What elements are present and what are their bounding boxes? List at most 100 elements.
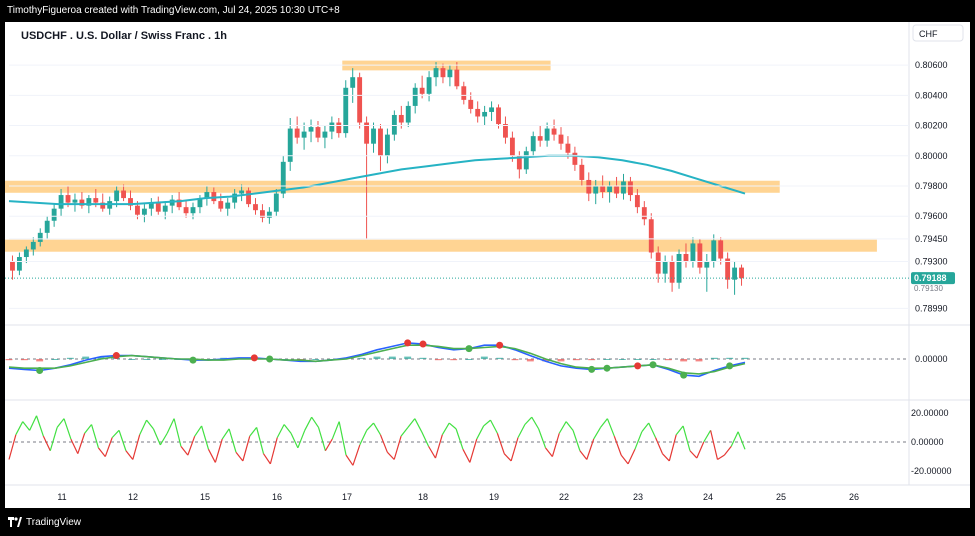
oscillator-segment (696, 441, 705, 459)
time-tick-label: 15 (200, 492, 210, 502)
tradingview-logo-icon[interactable] (8, 517, 22, 527)
oscillator-segment (317, 427, 326, 451)
currency-box[interactable] (912, 24, 964, 42)
candle-body (10, 261, 15, 271)
macd-histogram-bar (618, 359, 626, 360)
price-tick-label: 0.79800 (915, 181, 948, 191)
candle-body (329, 122, 335, 132)
macd-histogram-bar (496, 357, 504, 359)
oscillator-segment (304, 416, 313, 431)
oscillator-segment (407, 418, 416, 428)
candle-body (704, 261, 710, 268)
oscillator-segment (613, 435, 622, 456)
oscillator-segment (648, 422, 657, 438)
macd-histogram-bar (680, 359, 688, 362)
oscillator-segment (269, 437, 278, 465)
macd-cross-dot (726, 362, 734, 370)
oscillator-segment (682, 425, 691, 451)
oscillator-segment (42, 435, 51, 452)
chart-title: USDCHF . U.S. Dollar / Swiss Franc . 1h (21, 30, 227, 42)
oscillator-segment (311, 416, 320, 428)
macd-histogram-bar (20, 359, 28, 361)
oscillator-segment (710, 430, 719, 460)
oscillator-segment (8, 434, 17, 460)
oscillator-segment (606, 418, 615, 437)
candle-body (51, 208, 57, 221)
candle-body (148, 202, 154, 209)
candle-body (218, 201, 224, 209)
macd-histogram-bar (511, 359, 519, 361)
macd-cross-dot (189, 356, 197, 364)
oscillator-segment (63, 418, 72, 440)
price-tick-label: 0.79450 (915, 234, 948, 244)
currency-label: CHF (919, 29, 938, 39)
oscillator-segment (201, 425, 210, 450)
chart-svg[interactable]: USDCHF . U.S. Dollar / Swiss Franc . 1h … (5, 22, 970, 508)
macd-panel: 0.00000 (5, 339, 948, 379)
header-bar: TimothyFigueroa created with TradingView… (0, 0, 975, 22)
candle-body (253, 204, 258, 211)
oscillator-segment (77, 433, 86, 454)
candle-body (280, 161, 286, 194)
candle-body (384, 134, 390, 156)
oscillator-segment (152, 428, 161, 446)
candle-body (544, 128, 550, 141)
macd-histogram-bar (603, 359, 611, 360)
oscillator-segment (558, 421, 567, 434)
candle-body (537, 136, 543, 141)
candle-body (343, 87, 349, 134)
oscillator-segment (600, 418, 608, 428)
candle-body (551, 128, 557, 135)
candle-body (176, 199, 182, 208)
macd-histogram-bar (588, 359, 596, 361)
oscillator-segment (70, 438, 79, 454)
time-tick-label: 16 (272, 492, 282, 502)
candle-body (79, 199, 85, 206)
oscillator-segment (455, 428, 464, 450)
oscillator-segment (448, 422, 457, 430)
macd-histogram-bar (66, 357, 74, 359)
candle-body (350, 77, 356, 88)
chart-background (5, 22, 970, 508)
time-tick-label: 23 (633, 492, 643, 502)
macd-tick-label: 0.00000 (915, 354, 948, 364)
oscillator-tick-label: 20.00000 (911, 408, 949, 418)
oscillator-segment (538, 428, 547, 449)
candle-body (294, 128, 300, 138)
price-tick-label: 0.80200 (915, 121, 948, 131)
macd-histogram-bar (664, 359, 672, 361)
oscillator-segment (345, 454, 354, 466)
oscillator-segment (593, 427, 602, 440)
oscillator-segment (283, 424, 292, 434)
oscillator-segment (214, 438, 223, 463)
macd-cross-dot (404, 339, 412, 347)
macd-histogram-bar (312, 359, 320, 360)
time-axis: 11 12 15 16 17 18 19 22 23 24 25 26 (57, 492, 859, 502)
oscillator-tick-label: 0.00000 (911, 437, 944, 447)
candle-body (628, 181, 633, 196)
price-tick-label: 0.79600 (915, 211, 948, 221)
oscillator-segment (620, 454, 629, 465)
oscillator-panel: 20.00000 0.00000 -20.00000 (8, 408, 952, 476)
oscillator-segment (510, 437, 519, 462)
price-tick-label: 0.80000 (915, 151, 948, 161)
macd-histogram-bar (450, 359, 458, 361)
candle-body (72, 199, 78, 203)
candle-body (260, 210, 265, 218)
candle-body (16, 257, 22, 271)
candle-body (336, 122, 342, 134)
candle-body (44, 220, 50, 233)
candle-body (523, 151, 529, 170)
candle-body (287, 128, 293, 162)
chart-panel[interactable]: USDCHF . U.S. Dollar / Swiss Franc . 1h … (5, 22, 970, 508)
time-tick-label: 18 (418, 492, 428, 502)
oscillator-segment (235, 451, 244, 462)
oscillator-segment (132, 434, 141, 460)
candle-body (676, 254, 682, 283)
oscillator-segment (22, 421, 31, 431)
candle-body (405, 105, 411, 123)
candle-body (364, 122, 370, 144)
candle-body (572, 152, 578, 165)
oscillator-segment (352, 444, 361, 466)
oscillator-segment (366, 422, 374, 431)
